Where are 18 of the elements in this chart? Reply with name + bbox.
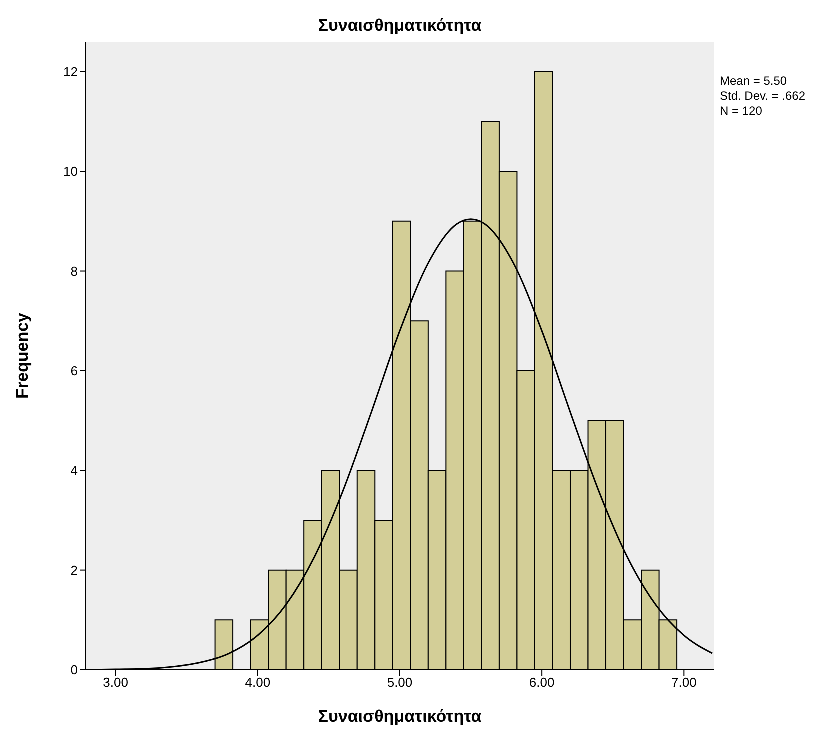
y-axis-title: Frequency xyxy=(13,312,32,399)
text: Std. Dev. = .662 xyxy=(720,89,806,104)
y-tick-label: 4 xyxy=(70,463,78,478)
y-tick-label: 2 xyxy=(70,562,78,578)
x-axis-title: Συναισθηματικότητα xyxy=(318,707,482,726)
y-tick-label: 8 xyxy=(70,264,78,279)
y-tick-label: 12 xyxy=(64,64,78,80)
x-tick-label: 7.00 xyxy=(672,675,697,690)
x-tick-label: 4.00 xyxy=(245,675,271,690)
y-tick-label: 0 xyxy=(70,662,78,678)
chart-title: Συναισθηματικότητα xyxy=(317,16,483,36)
y-tick-label: 10 xyxy=(64,164,78,180)
x-tick-label: 5.00 xyxy=(387,675,413,690)
x-tick-label: 3.00 xyxy=(103,675,128,690)
x-tick-label: 6.00 xyxy=(529,675,555,690)
text: N = 120 xyxy=(720,104,764,119)
y-tick-label: 6 xyxy=(70,364,78,379)
text: Mean = 5.50 xyxy=(720,74,788,89)
